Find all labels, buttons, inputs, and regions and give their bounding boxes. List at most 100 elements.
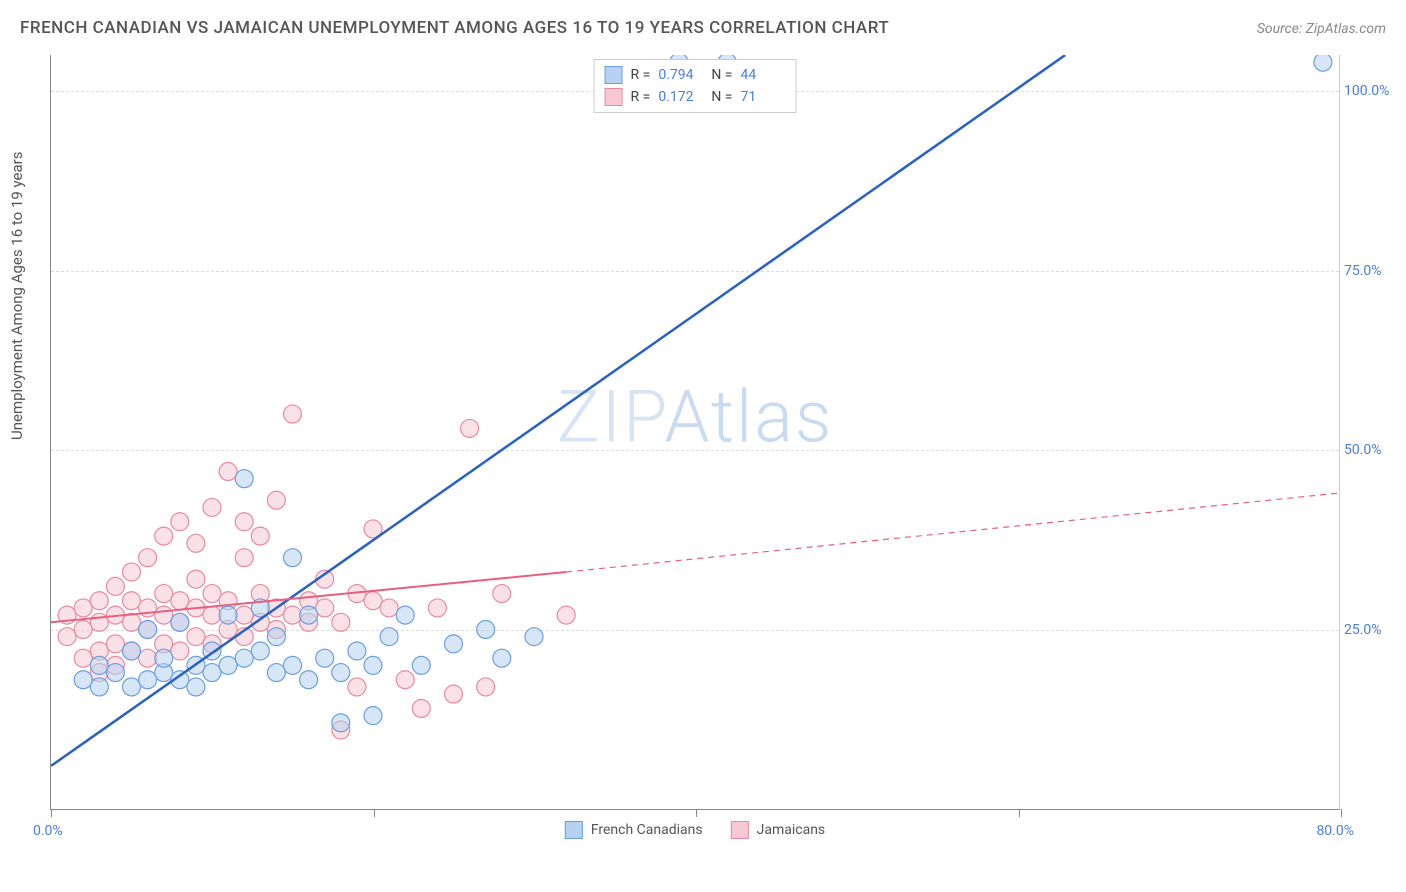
x-tick [1341, 809, 1342, 817]
scatter-point [300, 671, 318, 689]
scatter-point [364, 707, 382, 725]
legend-label-jm: Jamaicans [757, 822, 826, 838]
scatter-point [74, 671, 92, 689]
scatter-point [332, 714, 350, 732]
scatter-point [106, 664, 124, 682]
y-tick-label: 50.0% [1344, 442, 1399, 458]
scatter-point [525, 628, 543, 646]
scatter-point [493, 649, 511, 667]
chart-plot-area: ZIPAtlas R = 0.794 N = 44 R = 0.172 N = … [50, 55, 1340, 810]
scatter-point [428, 599, 446, 617]
legend-row-french-canadians: R = 0.794 N = 44 [605, 64, 786, 86]
scatter-point [203, 585, 221, 603]
scatter-point [477, 678, 495, 696]
n-value-fc: 44 [740, 67, 785, 83]
swatch-french-canadians-b [565, 821, 583, 839]
scatter-point [74, 620, 92, 638]
scatter-point [74, 599, 92, 617]
scatter-point [203, 498, 221, 516]
x-origin-label: 0.0% [33, 823, 63, 839]
n-label: N = [711, 67, 732, 83]
legend-item-jamaicans: Jamaicans [731, 821, 826, 839]
scatter-point [412, 656, 430, 674]
scatter-point [139, 549, 157, 567]
scatter-point [267, 491, 285, 509]
y-axis-label: Unemployment Among Ages 16 to 19 years [8, 152, 26, 440]
scatter-point [445, 635, 463, 653]
scatter-point [251, 527, 269, 545]
scatter-point [396, 606, 414, 624]
scatter-point [90, 656, 108, 674]
scatter-point [219, 656, 237, 674]
scatter-point [187, 678, 205, 696]
scatter-point [139, 620, 157, 638]
scatter-point [171, 613, 189, 631]
scatter-point [284, 405, 302, 423]
scatter-point [348, 642, 366, 660]
scatter-point [123, 642, 141, 660]
scatter-point [461, 419, 479, 437]
x-tick [696, 809, 697, 817]
scatter-point [123, 563, 141, 581]
scatter-point [284, 606, 302, 624]
scatter-point [187, 570, 205, 588]
scatter-point [155, 585, 173, 603]
x-max-label: 80.0% [1316, 823, 1354, 839]
y-tick-label: 75.0% [1344, 263, 1399, 279]
scatter-point [267, 664, 285, 682]
scatter-point [123, 678, 141, 696]
scatter-point [380, 599, 398, 617]
scatter-point [203, 664, 221, 682]
x-tick [1019, 809, 1020, 817]
source-attribution: Source: ZipAtlas.com [1257, 21, 1386, 37]
scatter-point [332, 664, 350, 682]
scatter-point [235, 649, 253, 667]
scatter-point [235, 606, 253, 624]
scatter-point [155, 527, 173, 545]
scatter-point [557, 606, 575, 624]
scatter-point [396, 671, 414, 689]
scatter-point [123, 592, 141, 610]
n-label: N = [711, 89, 732, 105]
legend-item-french-canadians: French Canadians [565, 821, 703, 839]
correlation-legend: R = 0.794 N = 44 R = 0.172 N = 71 [594, 59, 797, 113]
scatter-point [187, 534, 205, 552]
scatter-point [1314, 55, 1332, 71]
scatter-point [155, 606, 173, 624]
scatter-point [90, 678, 108, 696]
scatter-point [445, 685, 463, 703]
scatter-point [171, 642, 189, 660]
scatter-point [187, 628, 205, 646]
scatter-point [106, 577, 124, 595]
scatter-point [139, 671, 157, 689]
scatter-point [106, 635, 124, 653]
scatter-point [139, 649, 157, 667]
scatter-point [235, 549, 253, 567]
scatter-point [235, 513, 253, 531]
scatter-point [58, 628, 76, 646]
n-value-jm: 71 [740, 89, 785, 105]
r-value-fc: 0.794 [658, 67, 703, 83]
r-label: R = [631, 89, 651, 105]
chart-header: FRENCH CANADIAN VS JAMAICAN UNEMPLOYMENT… [20, 18, 1386, 38]
x-tick [51, 809, 52, 817]
scatter-point [171, 592, 189, 610]
scatter-point [171, 513, 189, 531]
y-tick-label: 100.0% [1344, 83, 1399, 99]
source-name: ZipAtlas.com [1306, 21, 1386, 37]
scatter-point [364, 592, 382, 610]
scatter-point [284, 549, 302, 567]
r-label: R = [631, 67, 651, 83]
scatter-point [90, 592, 108, 610]
scatter-point [348, 678, 366, 696]
scatter-point [493, 585, 511, 603]
scatter-point [300, 606, 318, 624]
y-tick-label: 25.0% [1344, 622, 1399, 638]
scatter-point [380, 628, 398, 646]
scatter-point [203, 606, 221, 624]
scatter-point [155, 649, 173, 667]
swatch-jamaicans [605, 88, 623, 106]
x-tick [374, 809, 375, 817]
scatter-point [332, 613, 350, 631]
scatter-point [316, 649, 334, 667]
